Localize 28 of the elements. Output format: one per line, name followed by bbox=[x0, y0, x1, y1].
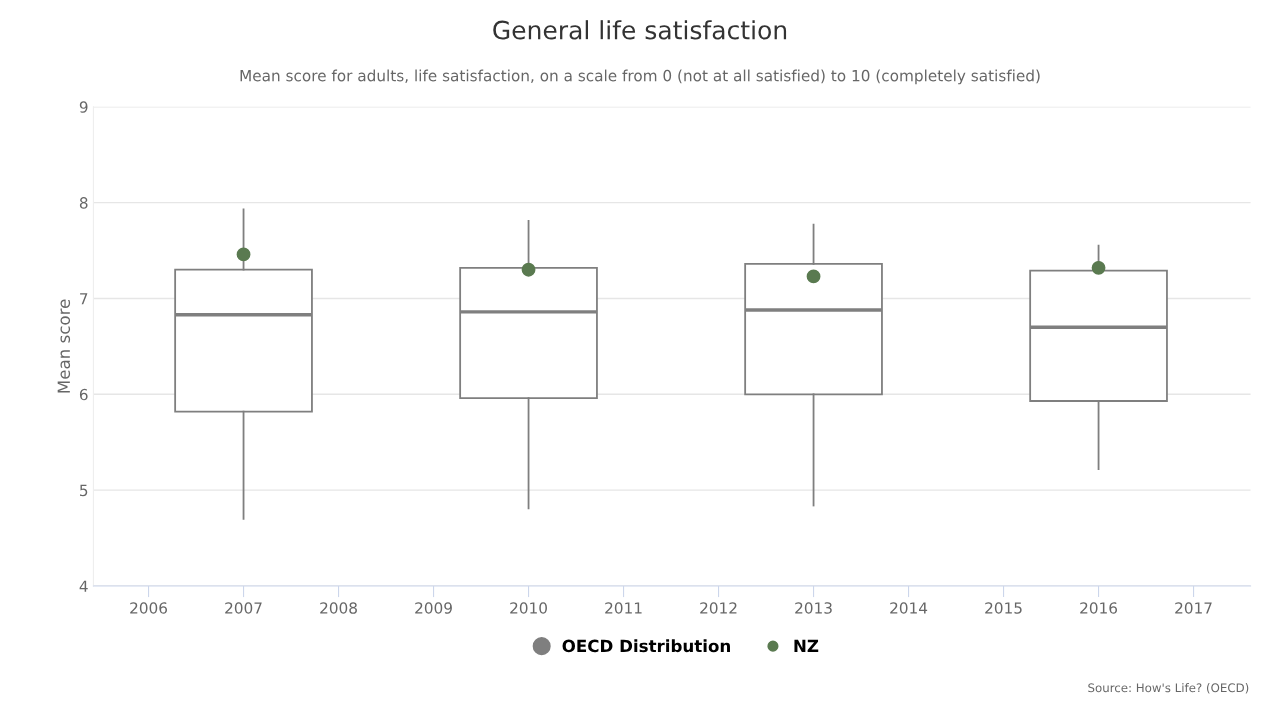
y-tick-label: 6 bbox=[79, 388, 88, 401]
point bbox=[806, 269, 821, 284]
x-tick-label: 2015 bbox=[985, 602, 1022, 614]
x-tick-label: 2017 bbox=[1175, 602, 1212, 614]
x-tick-label: 2011 bbox=[605, 602, 642, 614]
y-axis-title: Mean score bbox=[57, 299, 71, 393]
point bbox=[521, 262, 536, 277]
x-tick-label: 2008 bbox=[320, 602, 357, 614]
source-note: Source: How's Life? (OECD) bbox=[1088, 683, 1249, 694]
x-tick-label: 2012 bbox=[700, 602, 737, 614]
x-tick-label: 2006 bbox=[130, 602, 168, 614]
x-tick-label: 2009 bbox=[415, 602, 452, 614]
point bbox=[236, 247, 251, 262]
x-tick-label: 2007 bbox=[225, 602, 262, 614]
x-tick-label: 2010 bbox=[510, 602, 547, 614]
x-tick-label: 2016 bbox=[1080, 602, 1118, 614]
x-tick-label: 2014 bbox=[890, 602, 928, 614]
y-tick-label: 5 bbox=[80, 484, 88, 497]
legend-label: NZ bbox=[794, 639, 819, 652]
legend-label: OECD Distribution bbox=[562, 639, 730, 653]
x-tick-label: 2013 bbox=[795, 602, 832, 614]
y-tick-label: 7 bbox=[80, 293, 88, 305]
y-tick-label: 9 bbox=[79, 101, 88, 113]
point bbox=[1091, 260, 1106, 275]
chart-subtitle: Mean score for adults, life satisfaction, on a scale from 0 (not at all satisfied) to 10 (completely satisfied) bbox=[240, 69, 1040, 85]
y-tick-label: 8 bbox=[79, 197, 88, 209]
y-tick-label: 4 bbox=[79, 580, 88, 592]
chart-title: General life satisfaction bbox=[493, 20, 787, 40]
